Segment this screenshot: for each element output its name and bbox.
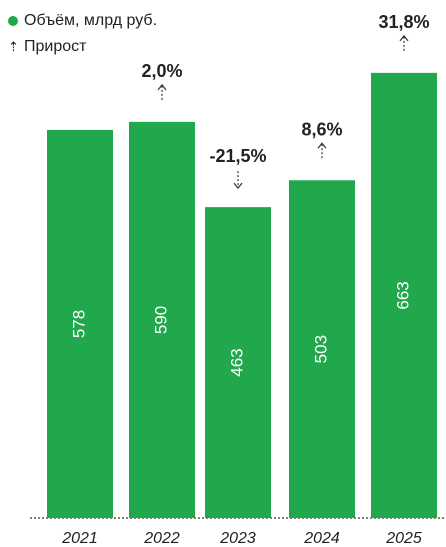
growth-label: 31,8% (378, 12, 429, 32)
x-tick-label: 2023 (219, 530, 256, 547)
bar-value-label: 463 (227, 348, 246, 376)
bar-value-label: 663 (393, 281, 412, 309)
arrow-up-icon (399, 34, 409, 42)
legend-label-growth: Прирост (24, 38, 87, 55)
growth-label: 2,0% (141, 61, 182, 81)
arrow-up-icon (157, 83, 167, 91)
legend-label-volume: Объём, млрд руб. (24, 12, 158, 29)
growth-label: 8,6% (301, 119, 342, 139)
legend: Объём, млрд руб. ⇡ Прирост (8, 8, 157, 60)
growth-label: -21,5% (209, 146, 266, 166)
x-tick-label: 2024 (303, 530, 340, 547)
bar (47, 129, 113, 518)
bar-value-label: 590 (151, 306, 170, 334)
x-tick-label: 2022 (143, 530, 180, 547)
arrow-up-icon (317, 142, 327, 149)
dotted-arrow-up-icon: ⇡ (8, 39, 19, 54)
x-tick-label: 2025 (385, 530, 422, 547)
bar (289, 180, 355, 518)
legend-item-growth: ⇡ Прирост (8, 34, 157, 60)
bar (205, 207, 271, 518)
x-tick-label: 2021 (61, 530, 98, 547)
legend-dot-icon (8, 16, 18, 26)
bar-value-label: 503 (311, 335, 330, 363)
bar-value-label: 578 (69, 310, 88, 338)
bar (129, 121, 195, 518)
legend-item-volume: Объём, млрд руб. (8, 8, 157, 34)
bar (371, 72, 437, 518)
arrow-down-icon (233, 182, 243, 190)
